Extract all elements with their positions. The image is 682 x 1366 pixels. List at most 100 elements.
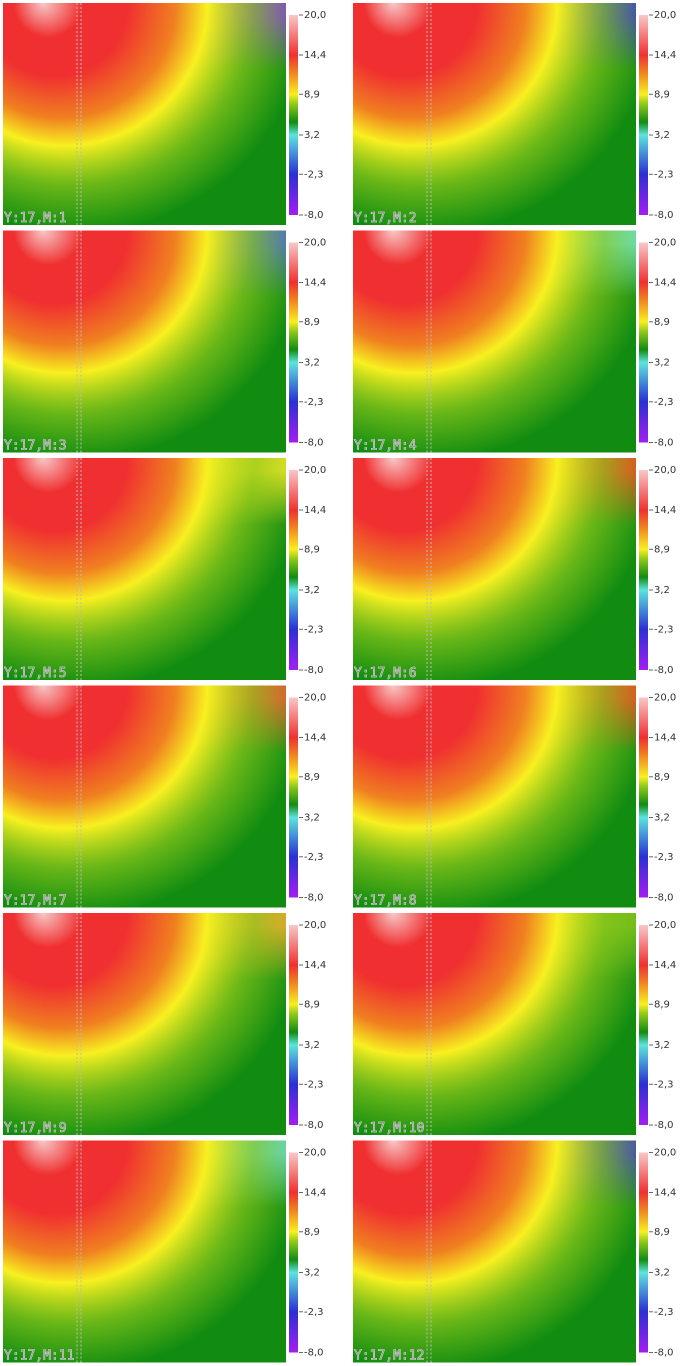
colorbar [639,15,648,215]
panel-label: Y:17,M:3 [4,439,67,454]
colorbar-tick-label: 3,2 [654,585,670,596]
colorbar-tick-label: -8,0 [304,665,324,676]
panel-label: Y:17,M:8 [354,894,417,909]
colorbar-tick-label: 20,0 [654,1148,676,1159]
colorbar-tick-label: 14,4 [654,960,676,971]
colorbar-tick-label: -2,3 [654,852,674,863]
colorbar-tick-label: -2,3 [654,624,674,635]
colorbar-tick-label: 3,2 [304,585,320,596]
panel-label: Y:17,M:12 [354,1349,424,1364]
colorbar-tick-label: 14,4 [304,1188,326,1199]
colorbar [639,470,648,670]
heatmap-corner [3,3,286,225]
colorbar-tick-label: -2,3 [654,1079,674,1090]
colorbar [289,697,298,898]
colorbar-tick-label: 14,4 [654,278,676,289]
colorbar-tick-label: 3,2 [304,1040,320,1051]
heatmap-corner [353,685,636,908]
colorbar-tick-label: -8,0 [304,210,324,221]
colorbar-tick-label: 8,9 [304,999,320,1010]
colorbar-tick-label: 3,2 [654,358,670,369]
colorbar-tick-label: -8,0 [304,893,324,904]
panel-label: Y:17,M:11 [4,1349,74,1364]
heatmap-corner [353,3,636,225]
colorbar-tick-label: 8,9 [304,772,320,783]
heatmap-corner [353,1140,636,1363]
colorbar-tick-label: 20,0 [304,10,326,21]
heatmap-corner [353,458,636,680]
colorbar-tick-label: 8,9 [654,544,670,555]
colorbar [289,242,298,443]
colorbar [639,242,648,443]
colorbar-tick-label: -2,3 [654,1307,674,1318]
panel-label: Y:17,M:1 [4,211,67,226]
colorbar-tick-label: 20,0 [304,920,326,931]
colorbar-tick-label: 8,9 [654,89,670,100]
panel-label: Y:17,M:7 [4,894,67,909]
colorbar-tick-label: 20,0 [304,465,326,476]
colorbar-tick-label: 20,0 [654,920,676,931]
panel-label: Y:17,M:4 [354,439,417,454]
colorbar-tick-label: 14,4 [304,278,326,289]
heatmap-corner [3,230,286,453]
colorbar-tick-label: 3,2 [654,813,670,824]
colorbar-tick-label: 20,0 [654,465,676,476]
colorbar-tick-label: -8,0 [304,1348,324,1359]
colorbar-tick-label: 20,0 [304,693,326,704]
colorbar [289,1152,298,1353]
colorbar-tick-label: 14,4 [654,733,676,744]
colorbar-tick-label: 8,9 [654,772,670,783]
colorbar-tick-label: -2,3 [304,1307,324,1318]
colorbar-tick-label: -8,0 [654,210,674,221]
panel-label: Y:17,M:10 [354,1121,424,1136]
panel-label: Y:17,M:2 [354,211,417,226]
heatmap-corner [353,913,636,1135]
colorbar-tick-label: -8,0 [654,893,674,904]
colorbar-tick-label: 3,2 [304,1268,320,1279]
colorbar-tick-label: -2,3 [304,1079,324,1090]
colorbar [289,470,298,670]
heatmap-corner [3,685,286,908]
colorbar-tick-label: 8,9 [304,544,320,555]
colorbar-tick-label: -8,0 [304,438,324,449]
colorbar-tick-label: 3,2 [304,813,320,824]
colorbar-tick-label: 3,2 [654,1040,670,1051]
heatmap-corner [3,1140,286,1363]
colorbar [639,925,648,1125]
colorbar-tick-label: 20,0 [654,693,676,704]
colorbar-tick-label: 14,4 [654,50,676,61]
colorbar-tick-label: 14,4 [304,960,326,971]
heatmap-corner [3,913,286,1135]
panel-label: Y:17,M:6 [354,666,417,681]
colorbar-tick-label: 14,4 [304,733,326,744]
colorbar-tick-label: 14,4 [654,505,676,516]
colorbar-tick-label: -8,0 [654,438,674,449]
colorbar-tick-label: 8,9 [654,999,670,1010]
colorbar-tick-label: 3,2 [304,358,320,369]
colorbar-tick-label: 14,4 [304,505,326,516]
colorbar [639,697,648,898]
panel-label: Y:17,M:5 [4,666,67,681]
colorbar-tick-label: 14,4 [654,1188,676,1199]
colorbar-tick-label: -8,0 [654,1120,674,1131]
colorbar-tick-label: -8,0 [304,1120,324,1131]
panel-label: Y:17,M:9 [4,1121,67,1136]
colorbar-tick-label: -2,3 [304,852,324,863]
colorbar-tick-label: -8,0 [654,665,674,676]
colorbar-tick-label: 14,4 [304,50,326,61]
colorbar [639,1152,648,1353]
colorbar-tick-label: -2,3 [304,624,324,635]
heatmap-corner [3,458,286,680]
colorbar [289,925,298,1125]
colorbar-tick-label: 20,0 [304,1148,326,1159]
colorbar-tick-label: 8,9 [304,1227,320,1238]
colorbar-tick-label: 8,9 [654,1227,670,1238]
colorbar-tick-label: 3,2 [654,130,670,141]
colorbar-tick-label: 8,9 [654,317,670,328]
colorbar-tick-label: 3,2 [654,1268,670,1279]
colorbar-tick-label: -8,0 [654,1348,674,1359]
heatmap-corner [353,230,636,453]
colorbar-tick-label: -2,3 [304,169,324,180]
colorbar-tick-label: 3,2 [304,130,320,141]
